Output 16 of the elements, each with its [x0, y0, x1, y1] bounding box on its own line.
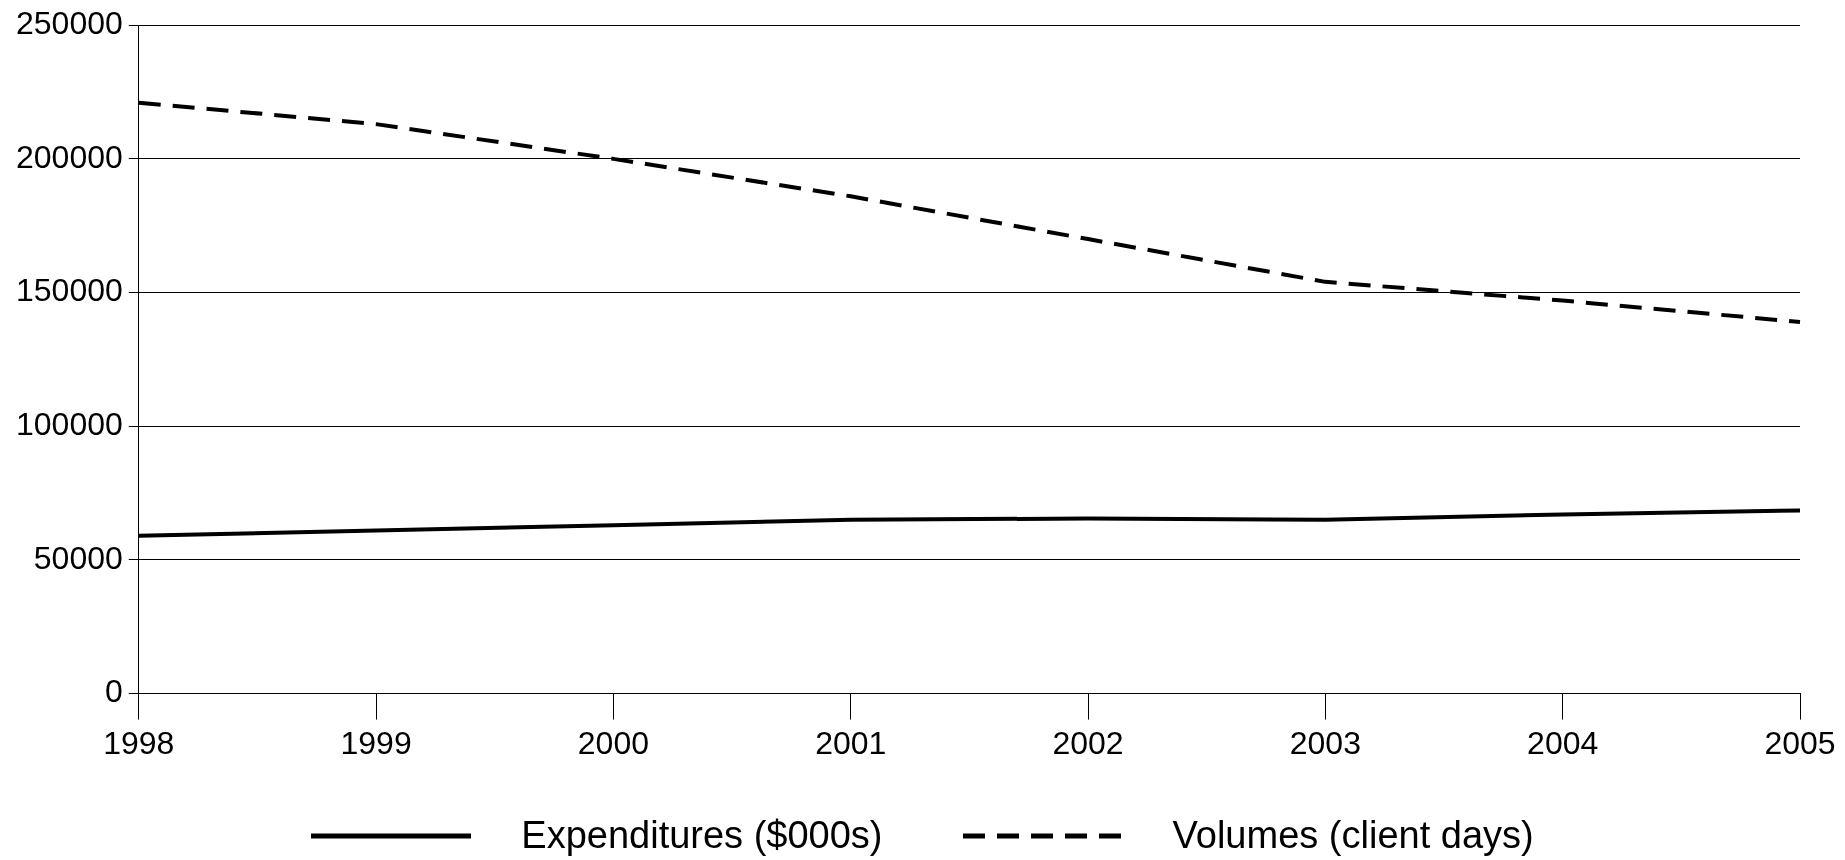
x-tick-label: 2000	[577, 724, 650, 761]
y-tick-label: 50000	[33, 539, 123, 576]
legend-label: Expenditures ($000s)	[521, 814, 883, 857]
y-tick-label: 100000	[16, 406, 123, 443]
y-tick-label: 150000	[16, 272, 123, 309]
x-tick-label: 2002	[1052, 724, 1124, 761]
x-tick-label: 2005	[1764, 724, 1836, 761]
x-tick-label: 2001	[815, 724, 887, 761]
y-tick-label: 250000	[16, 5, 123, 42]
legend-label: Volumes (client days)	[1172, 814, 1534, 857]
x-tick-label: 2003	[1289, 724, 1361, 761]
x-tick-label: 2004	[1527, 724, 1599, 761]
x-tick-label: 1998	[103, 724, 175, 761]
y-tick-label: 200000	[16, 138, 123, 175]
x-tick-label: 1999	[340, 724, 412, 761]
y-tick-label: 0	[104, 673, 123, 710]
